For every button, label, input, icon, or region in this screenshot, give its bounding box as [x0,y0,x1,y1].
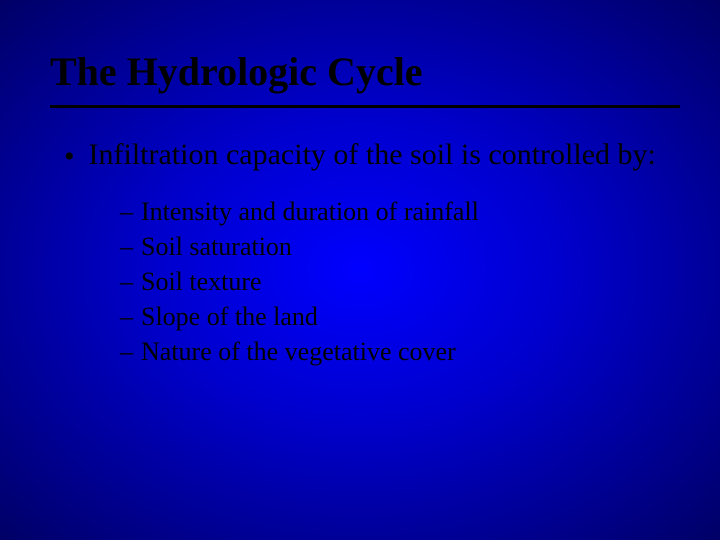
sub-bullet-text: Nature of the vegetative cover [141,334,456,369]
dash-marker: – [120,299,133,334]
dash-marker: – [120,264,133,299]
dash-marker: – [120,229,133,264]
slide-title: The Hydrologic Cycle [50,48,680,95]
sub-bullet-text: Soil saturation [141,229,292,264]
bullet-marker: • [64,138,75,176]
sub-bullet-item: – Intensity and duration of rainfall [120,194,680,229]
sub-bullet-item: – Soil texture [120,264,680,299]
main-bullet-text: Infiltration capacity of the soil is con… [89,136,656,174]
title-divider [50,105,680,108]
sub-bullet-text: Intensity and duration of rainfall [141,194,479,229]
sub-bullet-text: Soil texture [141,264,262,299]
sub-bullet-item: – Slope of the land [120,299,680,334]
sub-bullet-list: – Intensity and duration of rainfall – S… [120,194,680,369]
slide: The Hydrologic Cycle • Infiltration capa… [0,0,720,540]
sub-bullet-item: – Nature of the vegetative cover [120,334,680,369]
dash-marker: – [120,334,133,369]
sub-bullet-text: Slope of the land [141,299,318,334]
dash-marker: – [120,194,133,229]
main-bullet: • Infiltration capacity of the soil is c… [64,136,680,176]
sub-bullet-item: – Soil saturation [120,229,680,264]
